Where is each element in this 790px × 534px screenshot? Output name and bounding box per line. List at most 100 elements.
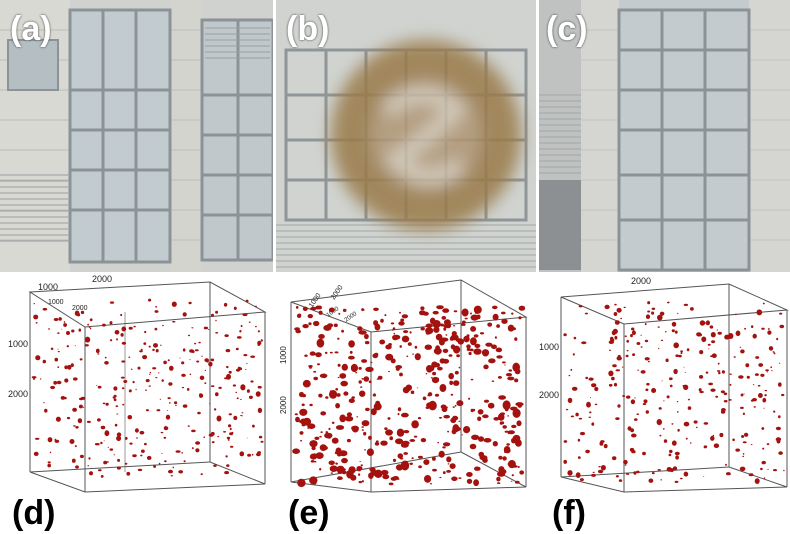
defect-mark	[577, 438, 581, 442]
defect-mark	[669, 449, 673, 454]
defect-mark	[343, 391, 349, 396]
defect-mark	[213, 408, 217, 411]
defect-mark	[470, 326, 477, 332]
defect-mark	[613, 312, 618, 316]
defect-mark	[399, 372, 403, 377]
defect-mark	[711, 353, 717, 358]
defect-mark	[741, 435, 745, 438]
defect-mark	[409, 439, 416, 442]
defect-mark	[232, 384, 236, 387]
defect-mark	[47, 461, 51, 464]
defect-mark	[399, 311, 401, 314]
defect-mark	[750, 399, 754, 402]
defect-mark	[107, 446, 110, 448]
defect-mark	[47, 463, 51, 468]
defect-mark	[488, 358, 496, 364]
defect-mark	[153, 465, 157, 468]
defect-mark	[432, 310, 439, 315]
defect-mark	[182, 404, 188, 408]
defect-mark	[373, 307, 379, 311]
defect-mark	[783, 469, 785, 472]
defect-mark	[610, 336, 614, 341]
defect-mark	[366, 448, 374, 456]
defect-mark	[493, 417, 500, 421]
defect-mark	[339, 452, 346, 456]
panel-label-b: (b)	[286, 10, 330, 48]
defect-mark	[740, 349, 745, 354]
defect-mark	[442, 358, 450, 364]
defect-mark	[218, 386, 222, 389]
defect-mark	[143, 342, 147, 345]
defect-mark	[136, 437, 138, 439]
defect-mark	[392, 476, 399, 480]
defect-mark	[94, 443, 100, 446]
defect-mark	[390, 322, 395, 325]
defect-mark	[603, 444, 608, 449]
defect-mark	[403, 452, 408, 455]
defect-mark	[80, 396, 86, 400]
defect-mark	[54, 357, 59, 362]
defect-mark	[106, 461, 109, 463]
defect-mark	[502, 425, 507, 429]
defect-mark	[592, 471, 595, 473]
defect-mark	[518, 316, 522, 320]
tick-label: 2000	[8, 389, 28, 399]
defect-mark	[333, 323, 338, 328]
defect-mark	[357, 326, 363, 331]
defect-mark	[462, 320, 466, 324]
defect-mark	[407, 342, 412, 346]
defect-mark	[43, 402, 45, 404]
defect-mark	[401, 412, 409, 418]
defect-mark	[704, 445, 708, 448]
defect-mark	[775, 426, 781, 431]
defect-mark	[426, 402, 434, 409]
defect-mark	[295, 416, 300, 423]
defect-mark	[518, 305, 526, 311]
defect-mark	[589, 397, 592, 399]
defect-mark	[486, 343, 491, 347]
defect-mark	[773, 352, 776, 355]
defect-mark	[710, 332, 716, 338]
defect-mark	[72, 407, 77, 412]
defect-mark	[779, 312, 783, 315]
defect-mark	[563, 459, 567, 464]
defect-mark	[324, 351, 328, 354]
defect-mark	[674, 451, 680, 456]
defect-mark	[44, 408, 48, 413]
defect-mark	[666, 395, 670, 399]
defect-mark	[121, 326, 127, 332]
defect-mark	[470, 378, 474, 381]
defect-mark	[423, 459, 430, 465]
defect-mark	[578, 305, 583, 308]
defect-mark	[314, 460, 317, 463]
defect-mark	[608, 370, 614, 377]
defect-mark	[450, 393, 454, 396]
defect-mark	[683, 384, 689, 390]
defect-mark	[754, 373, 759, 376]
defect-mark	[63, 321, 66, 323]
defect-mark	[674, 330, 678, 334]
defect-mark	[510, 480, 513, 482]
defect-mark	[191, 327, 194, 329]
defect-mark	[75, 465, 79, 469]
defect-mark	[341, 329, 344, 333]
defect-mark	[630, 399, 636, 405]
defect-mark	[225, 349, 231, 353]
defect-mark	[54, 438, 57, 441]
defect-mark	[309, 440, 318, 448]
defect-mark	[248, 395, 253, 399]
defect-mark	[636, 470, 640, 474]
defect-mark	[89, 471, 93, 476]
defect-mark	[230, 445, 234, 448]
defect-mark	[579, 478, 584, 482]
defect-mark	[491, 344, 497, 350]
defect-mark	[379, 339, 386, 345]
defect-mark	[388, 482, 394, 486]
defect-mark	[570, 415, 575, 418]
defect-mark	[623, 459, 628, 465]
defect-mark	[614, 320, 620, 325]
defect-mark	[762, 302, 765, 305]
defect-mark	[585, 376, 589, 380]
defect-mark	[663, 439, 668, 443]
defect-mark	[425, 373, 428, 375]
